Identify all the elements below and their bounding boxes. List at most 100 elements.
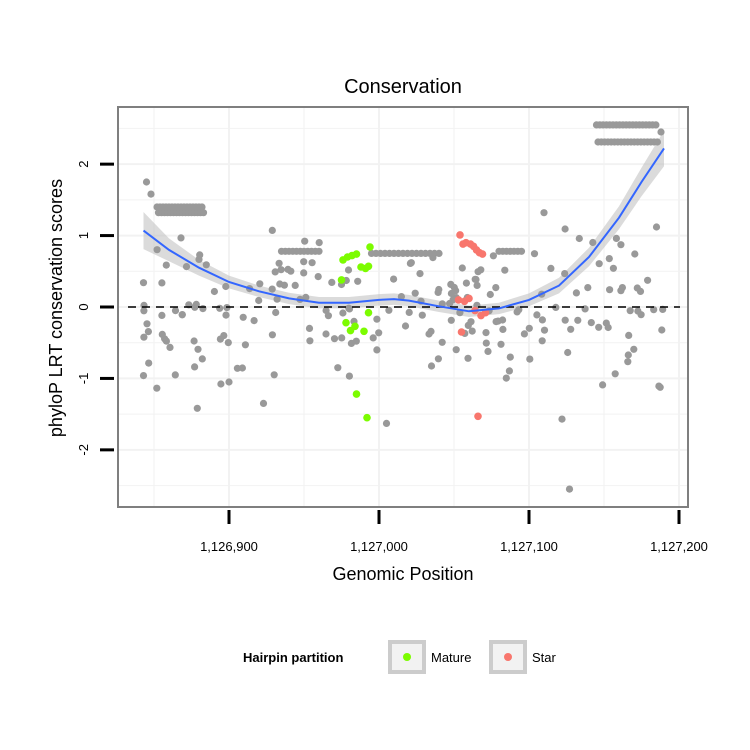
data-point-mature [364, 308, 373, 317]
data-point-other [322, 306, 330, 315]
data-point-other [520, 330, 529, 338]
smooth-line [142, 147, 665, 313]
data-point-other [390, 275, 398, 283]
data-point-other [338, 334, 346, 342]
data-point-mature [352, 250, 361, 258]
data-point-other [501, 266, 509, 274]
data-point-star [456, 231, 464, 239]
data-point-other [637, 311, 645, 319]
data-point-star [454, 296, 463, 304]
data-point-other [375, 329, 383, 337]
data-point-other [540, 209, 548, 217]
data-point-other [354, 277, 362, 285]
data-point-other [166, 343, 174, 351]
data-point-star [478, 250, 487, 258]
data-point-other [644, 276, 652, 284]
data-point-other [625, 331, 633, 339]
data-point-mature [342, 318, 350, 327]
data-point-other [595, 323, 603, 331]
data-point-other [268, 226, 276, 234]
legend-label-mature: Mature [431, 650, 471, 665]
data-point-other [147, 190, 155, 198]
data-point-other [606, 286, 614, 294]
other-points [139, 121, 667, 493]
data-point-other [631, 250, 639, 258]
data-point-other [652, 121, 660, 129]
data-point-other [589, 238, 597, 247]
data-point-other [328, 278, 336, 286]
data-point-other [202, 261, 210, 269]
data-point-other [561, 316, 569, 324]
data-point-other [650, 306, 658, 314]
data-point-other [225, 378, 233, 386]
data-point-other [161, 335, 169, 343]
data-point-other [273, 295, 281, 303]
data-point-other [525, 324, 533, 332]
data-point-other [270, 371, 278, 379]
legend-key-mature [403, 653, 411, 661]
data-point-other [344, 266, 353, 274]
data-point-other [224, 339, 232, 347]
data-point-other [385, 306, 393, 314]
data-point-mature [337, 276, 346, 284]
data-point-other [287, 267, 295, 275]
data-point-other [624, 351, 632, 359]
data-point-other [435, 249, 443, 257]
data-point-other [517, 247, 526, 255]
data-point-other [626, 307, 634, 315]
data-point-other [658, 326, 666, 334]
data-point-other [655, 382, 663, 390]
data-point-other [275, 259, 283, 267]
data-point-other [538, 337, 546, 345]
data-point-other [271, 268, 279, 276]
data-point-other [492, 284, 500, 292]
data-point-other [447, 280, 455, 288]
data-point-other [434, 355, 442, 363]
data-point-other [339, 309, 347, 317]
y-axis: -2 -1 0 1 2 [76, 161, 114, 456]
data-point-other [530, 250, 539, 258]
data-point-other [564, 348, 572, 357]
data-point-other [139, 372, 148, 380]
data-point-other [140, 333, 148, 341]
data-point-other [458, 264, 466, 272]
data-point-other [506, 353, 514, 361]
legend-title: Hairpin partition [243, 650, 343, 665]
data-point-other [140, 307, 148, 315]
data-point-other [624, 358, 632, 366]
data-point-other [418, 311, 426, 319]
data-point-other [561, 270, 569, 278]
data-point-other [630, 345, 638, 353]
data-point-mature [366, 243, 374, 251]
data-point-other [472, 275, 480, 284]
data-point-other [250, 317, 258, 325]
data-point-other [526, 355, 534, 363]
data-point-star [474, 412, 482, 421]
data-point-other [162, 261, 170, 269]
data-point-other [533, 311, 541, 319]
data-point-other [314, 273, 322, 281]
data-point-other [255, 296, 263, 305]
data-point-other [199, 209, 208, 217]
data-point-other [352, 337, 360, 345]
data-point-other [411, 289, 419, 297]
data-point-other [611, 370, 619, 378]
data-point-other [429, 254, 437, 262]
data-point-other [482, 329, 490, 337]
smooth-line-layer [142, 147, 665, 313]
data-point-other [540, 326, 549, 334]
data-point-other [486, 290, 494, 299]
data-point-other [199, 305, 207, 313]
data-point-other [447, 316, 455, 324]
data-point-other [158, 279, 166, 287]
data-point-other [256, 280, 264, 288]
data-point-other [633, 284, 641, 292]
data-point-other [574, 316, 582, 324]
y-tick-label: 0 [76, 303, 91, 310]
data-point-other [276, 280, 284, 288]
data-point-other [497, 340, 505, 348]
data-point-other [193, 404, 201, 412]
data-point-other [595, 260, 603, 268]
x-tick-label: 1,127,100 [500, 539, 558, 554]
y-tick-label: 1 [76, 232, 91, 239]
